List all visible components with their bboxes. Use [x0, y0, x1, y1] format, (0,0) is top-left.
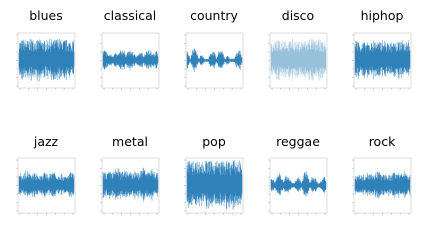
waveform [186, 48, 243, 72]
panel-title: country [190, 8, 238, 23]
panel-title: jazz [33, 134, 59, 149]
panel-title: reggae [276, 134, 320, 149]
figure: blues classical country disco hiphop jazz meta… [16, 8, 412, 215]
panel: rock [352, 134, 412, 215]
panel: hiphop [352, 8, 412, 90]
panel: pop [184, 134, 244, 215]
panel-title: metal [112, 134, 148, 149]
waveform [270, 38, 327, 82]
panel: disco [268, 8, 328, 90]
panel: country [184, 8, 244, 90]
panel: reggae [268, 134, 328, 215]
waveform [102, 49, 159, 71]
panel-title: rock [369, 134, 396, 149]
panel-title: disco [282, 8, 314, 23]
panel: jazz [16, 134, 76, 215]
panel: classical [100, 8, 160, 90]
waveform [186, 160, 243, 210]
waveform [354, 171, 411, 199]
waveform [18, 170, 75, 198]
panel: blues [16, 8, 76, 90]
panel: metal [100, 134, 160, 215]
panel-title: classical [104, 8, 157, 23]
waveform [102, 167, 159, 202]
panel-title: hiphop [361, 8, 404, 23]
waveform [18, 38, 75, 82]
panel-title: pop [202, 134, 226, 149]
waveform [270, 171, 327, 197]
waveform [354, 39, 411, 80]
panel-title: blues [29, 8, 63, 23]
